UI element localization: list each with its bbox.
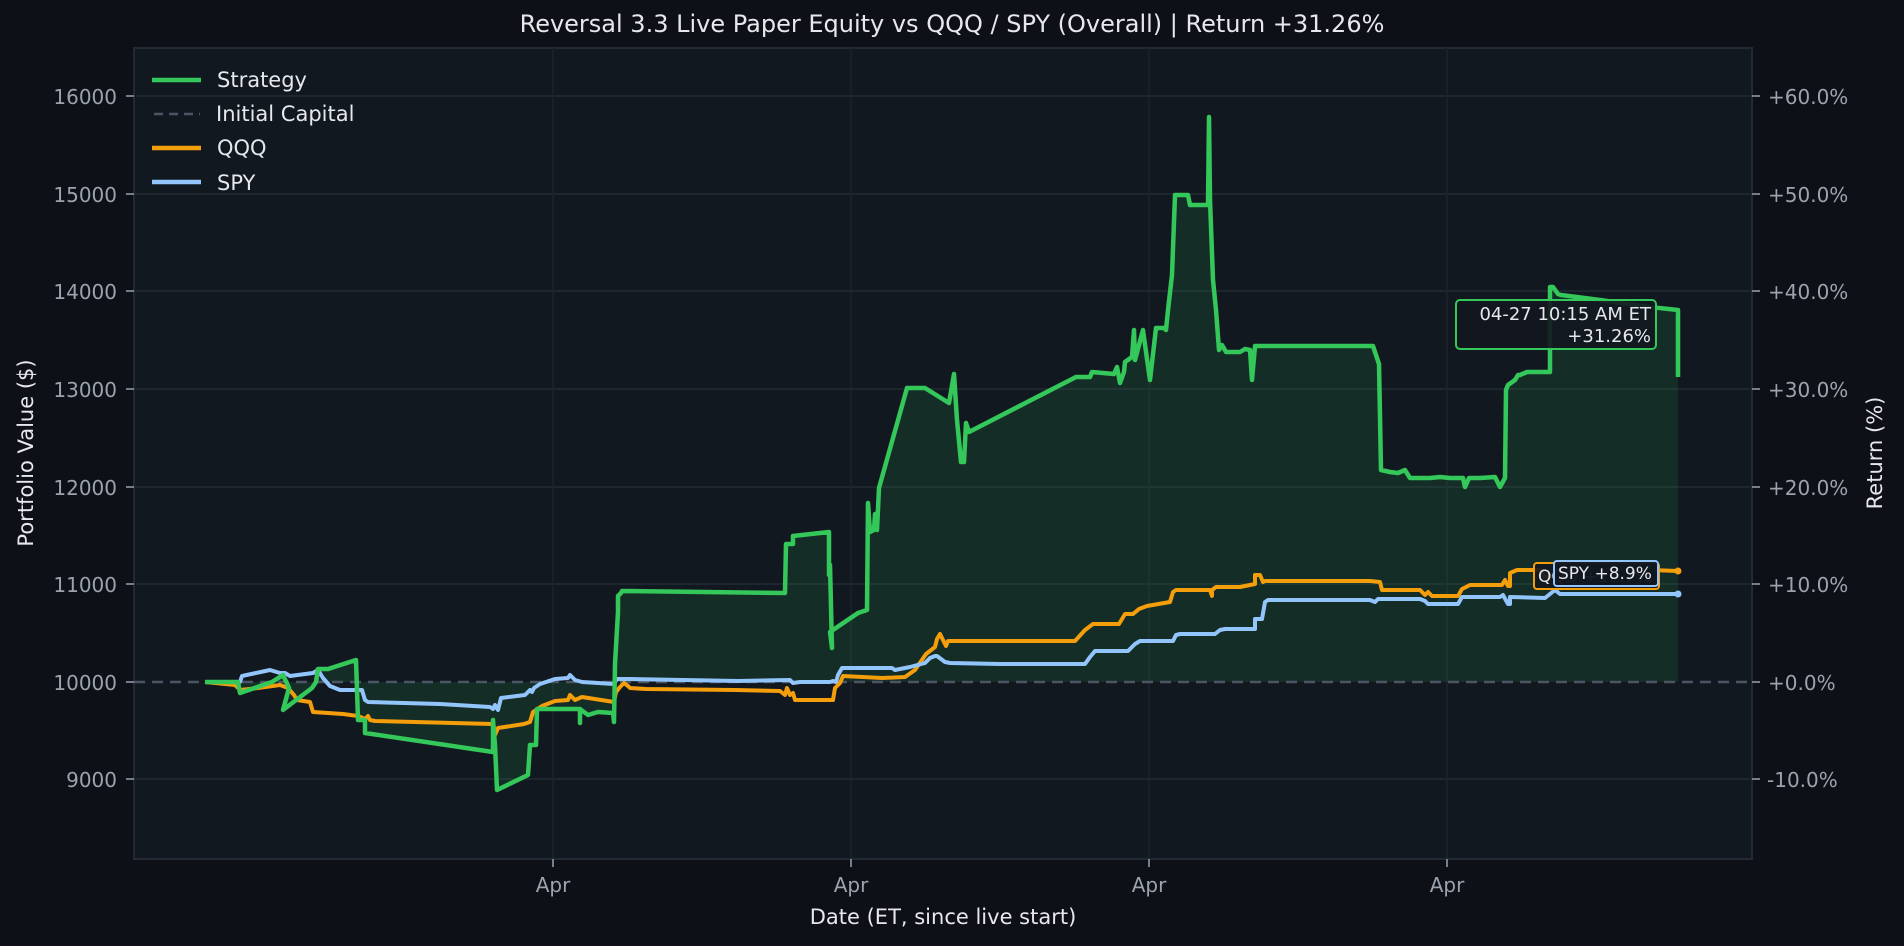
legend-spy-label: SPY <box>217 171 256 195</box>
legend-strategy-label: Strategy <box>217 68 307 92</box>
x-axis-labels: Apr Apr Apr Apr <box>536 873 1465 897</box>
right-tick-label: +10.0% <box>1768 573 1848 597</box>
spy-line <box>205 588 1678 712</box>
left-tick-label: 16000 <box>53 85 117 109</box>
x-tick-label: Apr <box>1430 873 1465 897</box>
strategy-annotation: 04-27 10:15 AM ET +31.26% <box>1455 299 1657 350</box>
right-tick-label: +40.0% <box>1768 280 1848 304</box>
left-tick-label: 15000 <box>53 183 117 207</box>
right-tick-label: +0.0% <box>1768 671 1836 695</box>
left-tick-label: 13000 <box>53 378 117 402</box>
chart-title: Reversal 3.3 Live Paper Equity vs QQQ / … <box>519 10 1385 38</box>
left-axis-labels: 16000 15000 14000 13000 12000 11000 1000… <box>53 85 117 792</box>
right-tick-label: +60.0% <box>1768 85 1848 109</box>
plot-area <box>133 47 1753 860</box>
left-tick-label: 9000 <box>66 768 117 792</box>
x-axis-ticks <box>552 859 1448 867</box>
left-axis-title: Portfolio Value ($) <box>14 359 38 546</box>
spy-annotation: SPY +8.9% <box>1553 560 1659 587</box>
right-axis-ticks <box>1752 95 1760 780</box>
annotation-return: +31.26% <box>1567 326 1651 347</box>
x-tick-label: Apr <box>536 873 571 897</box>
x-tick-label: Apr <box>834 873 869 897</box>
spy-end-marker <box>1674 590 1682 598</box>
legend: Strategy Initial Capital QQQ SPY <box>152 68 354 195</box>
left-tick-label: 12000 <box>53 476 117 500</box>
strategy-line <box>205 114 1681 793</box>
right-tick-label: +20.0% <box>1768 476 1848 500</box>
right-axis-title: Return (%) <box>1863 397 1887 510</box>
annotation-timestamp: 04-27 10:15 AM ET <box>1479 304 1652 325</box>
legend-qqq-label: QQQ <box>217 136 267 160</box>
left-tick-label: 14000 <box>53 280 117 304</box>
left-axis-ticks <box>126 95 134 780</box>
right-tick-label: +50.0% <box>1768 183 1848 207</box>
legend-initial-capital-label: Initial Capital <box>216 102 354 126</box>
grid-vertical <box>552 48 1448 859</box>
right-tick-label: +30.0% <box>1768 378 1848 402</box>
left-tick-label: 11000 <box>53 573 117 597</box>
x-tick-label: Apr <box>1132 873 1167 897</box>
x-axis-title: Date (ET, since live start) <box>810 905 1077 929</box>
right-tick-label: -10.0% <box>1767 768 1838 792</box>
spy-annotation-text: SPY +8.9% <box>1558 564 1652 584</box>
qqq-end-marker <box>1674 567 1682 575</box>
strategy-fill-area <box>205 117 1678 790</box>
left-tick-label: 10000 <box>53 671 117 695</box>
right-axis-labels: +60.0% +50.0% +40.0% +30.0% +20.0% +10.0… <box>1767 85 1848 792</box>
